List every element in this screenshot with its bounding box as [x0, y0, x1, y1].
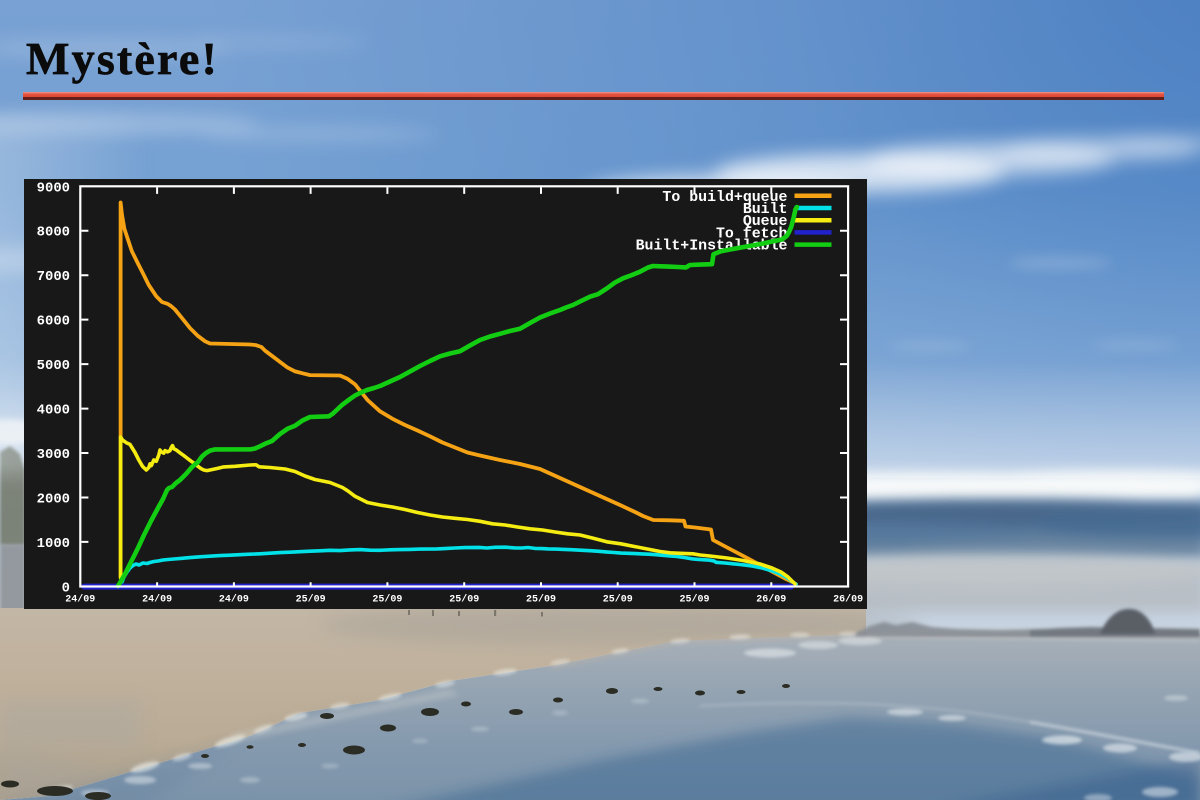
- svg-text:9000: 9000: [37, 180, 70, 196]
- svg-text:Built: Built: [743, 202, 788, 218]
- svg-text:Queue: Queue: [743, 214, 788, 230]
- svg-text:25/09: 25/09: [603, 594, 633, 606]
- svg-text:5000: 5000: [37, 358, 70, 374]
- svg-text:26/09: 26/09: [833, 594, 863, 606]
- svg-text:Built+Installable: Built+Installable: [636, 239, 788, 255]
- svg-text:25/09: 25/09: [372, 594, 402, 606]
- svg-text:24/09: 24/09: [65, 594, 95, 606]
- svg-text:7000: 7000: [37, 269, 70, 285]
- svg-text:1000: 1000: [37, 536, 70, 552]
- svg-text:4000: 4000: [37, 403, 70, 419]
- svg-text:24/09: 24/09: [142, 594, 172, 606]
- svg-text:25/09: 25/09: [296, 594, 326, 606]
- svg-text:25/09: 25/09: [679, 594, 709, 606]
- svg-text:6000: 6000: [37, 314, 70, 330]
- svg-text:8000: 8000: [37, 225, 70, 241]
- svg-text:25/09: 25/09: [526, 594, 556, 606]
- svg-text:To fetch: To fetch: [716, 226, 788, 242]
- svg-text:2000: 2000: [37, 492, 70, 508]
- svg-text:3000: 3000: [37, 447, 70, 463]
- svg-text:25/09: 25/09: [449, 594, 479, 606]
- svg-text:26/09: 26/09: [756, 594, 786, 606]
- svg-text:0: 0: [62, 580, 70, 596]
- svg-text:24/09: 24/09: [219, 594, 249, 606]
